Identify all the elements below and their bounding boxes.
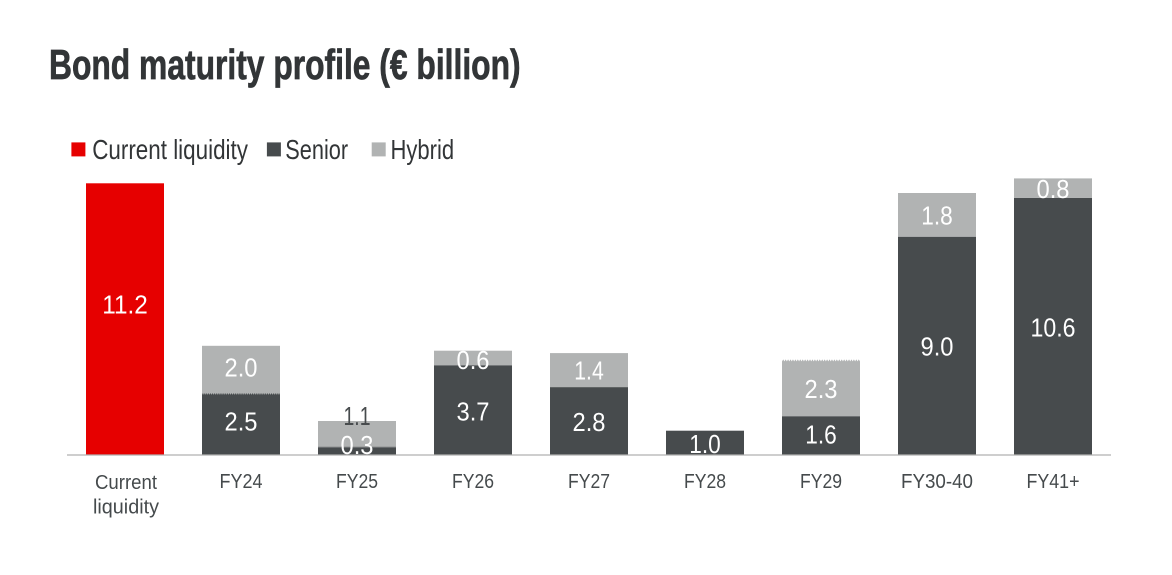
svg-text:1.4: 1.4 (574, 355, 604, 385)
svg-text:1.6: 1.6 (805, 420, 837, 450)
svg-text:FY28: FY28 (684, 471, 726, 493)
svg-text:FY25: FY25 (336, 471, 378, 493)
svg-text:Current liquidity: Current liquidity (92, 134, 248, 165)
svg-text:3.7: 3.7 (457, 396, 490, 426)
svg-text:1.8: 1.8 (921, 201, 953, 231)
svg-text:FY30-40: FY30-40 (901, 471, 973, 493)
svg-text:FY41+: FY41+ (1027, 471, 1080, 493)
svg-text:11.2: 11.2 (102, 290, 148, 320)
svg-text:0.8: 0.8 (1037, 174, 1070, 204)
svg-text:2.0: 2.0 (225, 353, 258, 383)
svg-text:0.6: 0.6 (457, 345, 490, 375)
svg-text:Hybrid: Hybrid (391, 134, 455, 165)
svg-text:1.1: 1.1 (344, 401, 371, 431)
svg-text:0.3: 0.3 (341, 430, 374, 460)
svg-text:2.8: 2.8 (573, 407, 606, 437)
svg-text:10.6: 10.6 (1031, 313, 1076, 343)
svg-text:Current: Current (95, 472, 157, 494)
svg-text:FY29: FY29 (800, 471, 842, 493)
svg-text:liquidity: liquidity (93, 497, 159, 519)
svg-text:2.3: 2.3 (805, 374, 838, 404)
svg-text:9.0: 9.0 (921, 332, 954, 362)
svg-text:FY24: FY24 (220, 471, 263, 493)
svg-text:FY26: FY26 (452, 471, 494, 493)
svg-text:Senior: Senior (285, 134, 348, 165)
svg-text:1.0: 1.0 (689, 429, 721, 459)
svg-text:2.5: 2.5 (225, 407, 258, 437)
svg-text:Bond maturity profile (€ billi: Bond maturity profile (€ billion) (49, 41, 521, 88)
svg-text:FY27: FY27 (568, 471, 610, 493)
